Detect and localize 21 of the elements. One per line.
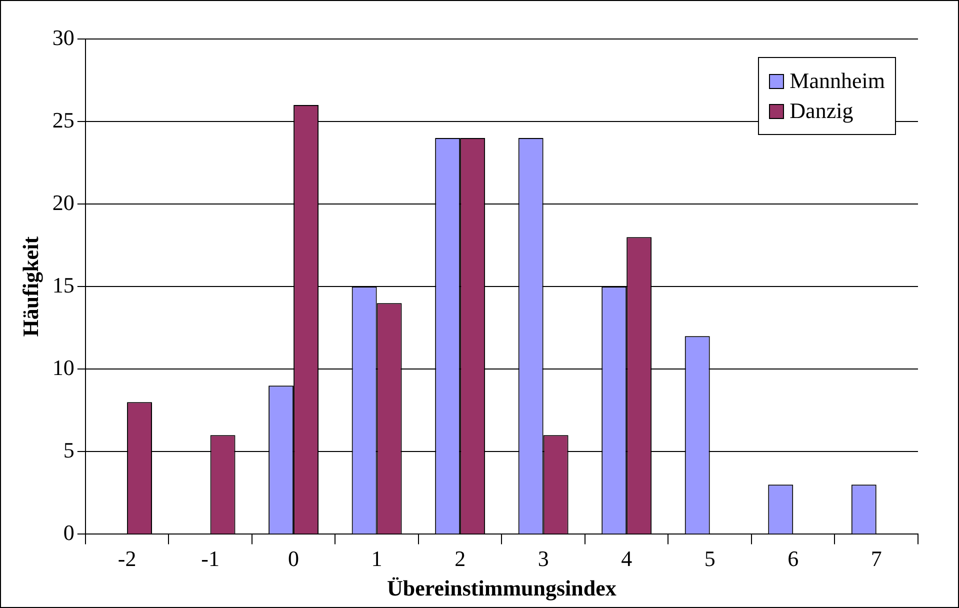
legend-label: Mannheim <box>790 68 885 94</box>
x-tick-label: 6 <box>788 546 799 572</box>
y-tick-label: 30 <box>52 24 74 50</box>
y-tick-label: 25 <box>52 107 74 132</box>
y-tick-label: 20 <box>52 190 74 215</box>
x-tick-label: -1 <box>201 546 220 572</box>
legend-label: Danzig <box>790 98 854 124</box>
y-tick-label: 10 <box>52 354 74 380</box>
y-tick-label: 5 <box>63 437 74 462</box>
y-tick-label: 0 <box>63 520 74 545</box>
x-tick-label: 2 <box>454 546 466 572</box>
x-axis-title: Übereinstimmungsindex <box>386 575 616 600</box>
x-tick-label: 0 <box>288 546 300 572</box>
x-tick-label: -2 <box>118 546 136 572</box>
x-tick-label: 7 <box>870 546 882 572</box>
y-axis-title: Häufigkeit <box>18 236 43 337</box>
x-tick-label: 1 <box>371 546 382 572</box>
x-tick-label: 3 <box>538 546 549 572</box>
x-tick-label: 5 <box>704 546 716 572</box>
x-tick-label: 4 <box>621 546 632 572</box>
y-tick-label: 15 <box>52 272 74 298</box>
